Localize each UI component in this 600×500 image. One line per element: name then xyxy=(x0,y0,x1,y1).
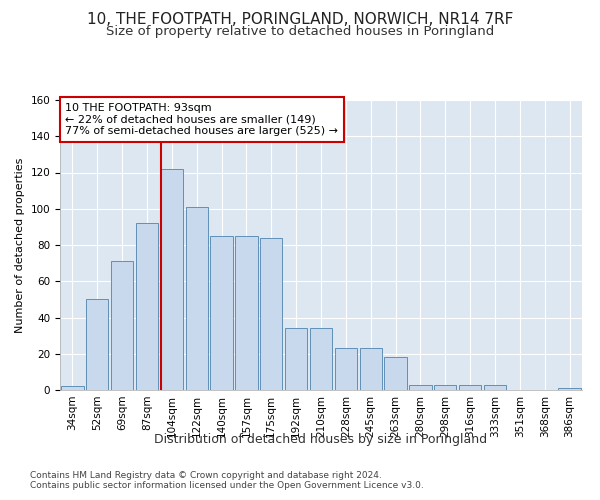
Bar xyxy=(260,238,283,390)
Bar xyxy=(335,348,357,390)
Text: Contains HM Land Registry data © Crown copyright and database right 2024.: Contains HM Land Registry data © Crown c… xyxy=(30,470,382,480)
Bar xyxy=(459,384,481,390)
Text: Size of property relative to detached houses in Poringland: Size of property relative to detached ho… xyxy=(106,25,494,38)
Bar xyxy=(310,328,332,390)
Y-axis label: Number of detached properties: Number of detached properties xyxy=(15,158,25,332)
Bar xyxy=(161,169,183,390)
Bar xyxy=(61,386,83,390)
Bar xyxy=(285,328,307,390)
Text: Contains public sector information licensed under the Open Government Licence v3: Contains public sector information licen… xyxy=(30,480,424,490)
Bar xyxy=(111,262,133,390)
Text: Distribution of detached houses by size in Poringland: Distribution of detached houses by size … xyxy=(154,432,488,446)
Bar xyxy=(559,388,581,390)
Bar xyxy=(185,207,208,390)
Text: 10 THE FOOTPATH: 93sqm
← 22% of detached houses are smaller (149)
77% of semi-de: 10 THE FOOTPATH: 93sqm ← 22% of detached… xyxy=(65,103,338,136)
Bar xyxy=(434,384,457,390)
Bar xyxy=(409,384,431,390)
Text: 10, THE FOOTPATH, PORINGLAND, NORWICH, NR14 7RF: 10, THE FOOTPATH, PORINGLAND, NORWICH, N… xyxy=(87,12,513,28)
Bar xyxy=(385,358,407,390)
Bar xyxy=(235,236,257,390)
Bar xyxy=(484,384,506,390)
Bar xyxy=(211,236,233,390)
Bar xyxy=(86,300,109,390)
Bar xyxy=(136,223,158,390)
Bar xyxy=(359,348,382,390)
